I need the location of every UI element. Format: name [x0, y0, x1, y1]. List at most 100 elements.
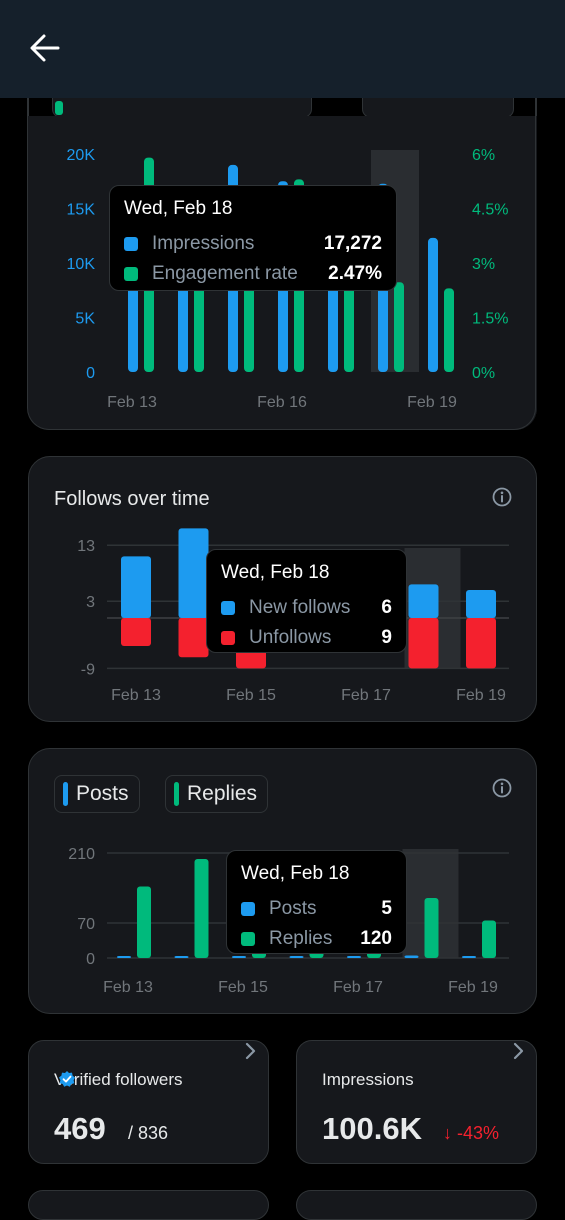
- chip-label: Replies: [187, 782, 258, 805]
- chevron-right-icon[interactable]: [244, 1041, 258, 1061]
- replies-bar: [482, 920, 496, 958]
- tooltip-label: Impressions: [152, 233, 255, 254]
- y-axis-tick: 3: [86, 594, 95, 611]
- y-axis-left-tick: 20K: [67, 147, 96, 164]
- verified-badge-icon: [59, 1071, 75, 1087]
- tooltip-value: 5: [381, 898, 392, 919]
- engagement-rate-bar: [394, 282, 404, 372]
- unfollows-bar: [121, 618, 151, 646]
- arrow-left-icon: [30, 34, 60, 62]
- stat-title: Verified followers: [54, 1070, 183, 1090]
- y-axis-tick: 0: [86, 951, 95, 968]
- y-axis-tick: 70: [77, 916, 95, 933]
- x-axis-tick: Feb 16: [257, 394, 307, 411]
- y-axis-tick: -9: [81, 661, 95, 678]
- x-axis-tick: Feb 15: [226, 687, 276, 704]
- posts-bar: [462, 956, 476, 958]
- tooltip-value: 17,272: [323, 233, 382, 254]
- y-axis-right-tick: 3%: [472, 256, 495, 273]
- y-axis-right-tick: 4.5%: [472, 202, 508, 219]
- new-follows-bar: [408, 584, 439, 618]
- posts-bar: [232, 956, 246, 958]
- stat-card-partial-left[interactable]: [28, 1190, 269, 1220]
- replies-bar: [424, 898, 439, 958]
- tooltip-value: 2.47%: [328, 263, 382, 284]
- x-axis-tick: Feb 19: [407, 394, 457, 411]
- stat-card-partial-right[interactable]: [296, 1190, 537, 1220]
- unfollows-bar: [408, 618, 439, 669]
- info-circle-icon[interactable]: [491, 777, 513, 799]
- posts-bar: [289, 956, 304, 958]
- chip-label: Posts: [76, 782, 129, 805]
- impressions-engagement-card: 0 5K 10K 15K 20K 0% 1.5% 3% 4.5% 6% Feb 13 Feb 16 Fe…: [28, 60, 537, 430]
- impressions-card[interactable]: Impressions 100.6K ↓ -43%: [296, 1040, 537, 1164]
- x-axis-tick: Feb 17: [341, 687, 391, 704]
- y-axis-left-tick: 0: [86, 365, 95, 382]
- unfollows-bar: [178, 618, 209, 658]
- top-app-bar: [0, 0, 565, 98]
- stat-title: Impressions: [322, 1070, 414, 1089]
- stat-title-text: Verified followers: [54, 1070, 183, 1089]
- back-button[interactable]: [28, 32, 62, 64]
- tooltip-row-posts: Posts 5: [241, 894, 392, 924]
- posts-bar: [117, 956, 131, 958]
- new-follows-swatch: [221, 601, 235, 615]
- unfollows-swatch: [221, 631, 235, 645]
- engagement-rate-bar: [444, 288, 454, 372]
- tooltip-date: Wed, Feb 18: [124, 198, 233, 219]
- y-axis-right-tick: 0%: [472, 365, 495, 382]
- x-axis-tick: Feb 13: [111, 687, 161, 704]
- tooltip-date: Wed, Feb 18: [241, 863, 350, 884]
- x-axis-tick: Feb 13: [103, 979, 153, 996]
- y-axis-left-tick: 5K: [75, 311, 95, 328]
- metric-tab-left-indicator: [55, 101, 63, 115]
- y-axis-left-tick: 15K: [67, 202, 96, 219]
- replies-swatch: [241, 932, 255, 946]
- stat-value: 100.6K: [322, 1111, 422, 1146]
- replies-bar: [137, 886, 151, 958]
- tooltip-row-replies: Replies 120: [241, 924, 392, 954]
- tooltip-label: Engagement rate: [152, 263, 298, 284]
- posts-swatch: [241, 902, 255, 916]
- x-axis-tick: Feb 19: [456, 687, 506, 704]
- tooltip-label: Replies: [269, 928, 333, 949]
- y-axis-right-tick: 6%: [472, 147, 495, 164]
- y-axis-left-tick: 10K: [67, 256, 96, 273]
- tooltip-label: New follows: [249, 597, 351, 618]
- new-follows-bar: [121, 556, 151, 618]
- new-follows-bar: [466, 590, 496, 618]
- x-axis-tick: Feb 13: [107, 394, 157, 411]
- follows-over-time-card: Follows over time 13 3 -9 Feb 13 Feb 15 Feb 1…: [28, 456, 537, 722]
- replies-bar: [194, 859, 209, 958]
- tooltip-row-engagement: Engagement rate 2.47%: [124, 259, 382, 289]
- replies-chip[interactable]: Replies: [165, 775, 269, 813]
- tooltip-row-impressions: Impressions 17,272: [124, 229, 382, 259]
- tooltip-value: 120: [360, 928, 392, 949]
- replies-chip-indicator: [174, 782, 179, 806]
- chevron-right-icon[interactable]: [512, 1041, 526, 1061]
- x-axis-tick: Feb 19: [448, 979, 498, 996]
- posts-chip-indicator: [63, 782, 68, 806]
- posts-bar: [174, 956, 189, 958]
- new-follows-bar: [178, 528, 209, 618]
- stat-value: 469: [54, 1111, 106, 1146]
- engagement-swatch: [124, 267, 138, 281]
- card-title: Follows over time: [54, 488, 210, 510]
- chart-tooltip: Wed, Feb 18 Impressions 17,272 Engagemen…: [109, 185, 397, 291]
- info-circle-icon[interactable]: [491, 486, 513, 508]
- tooltip-value: 9: [381, 627, 392, 648]
- chart-tooltip: Wed, Feb 18 New follows 6 Unfollows 9: [206, 549, 407, 653]
- chart-tooltip: Wed, Feb 18 Posts 5 Replies 120: [226, 850, 407, 954]
- x-axis-tick: Feb 17: [333, 979, 383, 996]
- tooltip-value: 6: [381, 597, 392, 618]
- verified-followers-card[interactable]: Verified followers 469 / 836: [28, 1040, 269, 1164]
- stat-change: ↓ -43%: [443, 1123, 500, 1143]
- posts-chip[interactable]: Posts: [54, 775, 140, 813]
- x-axis-tick: Feb 15: [218, 979, 268, 996]
- tooltip-row-new-follows: New follows 6: [221, 593, 392, 623]
- y-axis-right-tick: 1.5%: [472, 311, 508, 328]
- posts-bar: [404, 955, 419, 958]
- impressions-swatch: [124, 237, 138, 251]
- posts-bar: [347, 956, 361, 958]
- stat-total: / 836: [128, 1123, 169, 1143]
